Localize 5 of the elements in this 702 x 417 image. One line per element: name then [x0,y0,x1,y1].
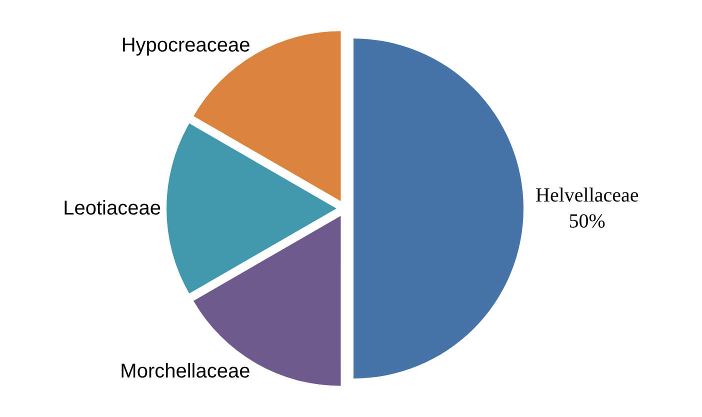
slice-label: Helvellaceae [536,184,639,206]
slice-label: Morchellaceae [120,360,250,382]
slice-label: Hypocreaceae [121,34,250,57]
data-label: 50% [568,210,606,232]
slice-label: Leotiaceae [63,197,161,220]
